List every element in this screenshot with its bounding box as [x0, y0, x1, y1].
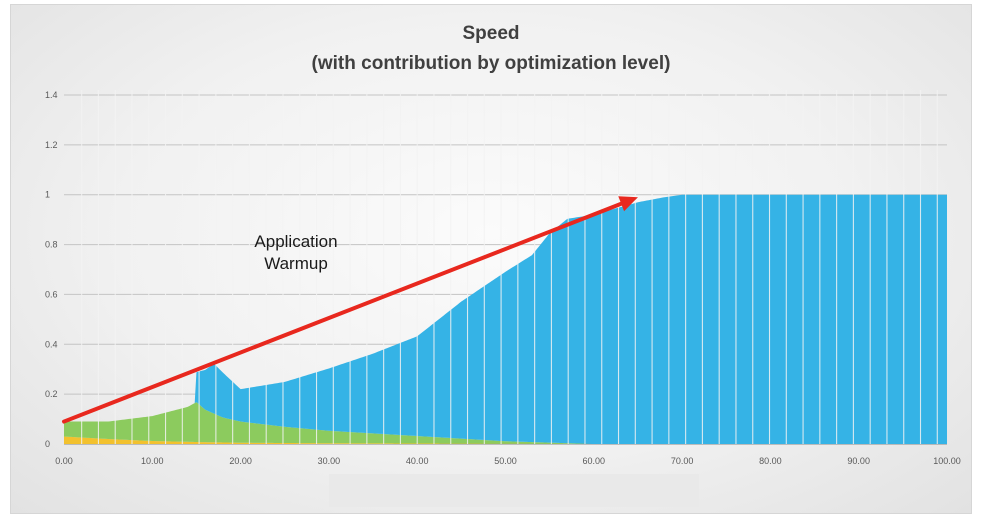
- speed-chart: Speed (with contribution by optimization…: [45, 23, 961, 466]
- y-tick-label: 0.2: [45, 389, 58, 399]
- y-tick-label: 1.2: [45, 140, 58, 150]
- warmup-arrow-line: [62, 201, 624, 424]
- x-tick-label: 50.00: [494, 456, 517, 466]
- chart-subtitle: (with contribution by optimization level…: [312, 53, 671, 74]
- series-area-3: [64, 194, 947, 444]
- x-tick-label: 10.00: [141, 456, 164, 466]
- y-tick-label: 1: [45, 190, 50, 200]
- x-tick-label: 70.00: [671, 456, 694, 466]
- x-tick-label: 80.00: [759, 456, 782, 466]
- caption-bar: [329, 474, 699, 507]
- series-area-2: [64, 402, 947, 444]
- x-tick-label: 30.00: [318, 456, 341, 466]
- warmup-arrow-head: [618, 196, 638, 212]
- annotations: Application Warmup: [62, 196, 638, 424]
- y-tick-label: 0.8: [45, 240, 58, 250]
- y-tick-label: 0: [45, 439, 50, 449]
- x-tick-label: 40.00: [406, 456, 429, 466]
- y-tick-label: 1.4: [45, 90, 58, 100]
- x-tick-label: 90.00: [847, 456, 870, 466]
- x-tick-label: 60.00: [583, 456, 606, 466]
- x-tick-label: 0.00: [55, 456, 73, 466]
- x-tick-label: 20.00: [229, 456, 252, 466]
- y-tick-label: 0.4: [45, 339, 58, 349]
- series-area-1: [64, 436, 947, 444]
- annotation-text-line: Warmup: [264, 254, 328, 273]
- chart-frame: Speed (with contribution by optimization…: [10, 4, 972, 514]
- chart-title: Speed: [462, 23, 519, 44]
- annotation-text-line: Application: [254, 232, 337, 251]
- axes: 0 0.2 0.4 0.6 0.8 1 1.2 1.4 0.00 10.00 20.00 30.00 4…: [45, 90, 961, 466]
- series-areas: [64, 90, 947, 444]
- x-tick-label: 100.00: [933, 456, 961, 466]
- y-tick-label: 0.6: [45, 289, 58, 299]
